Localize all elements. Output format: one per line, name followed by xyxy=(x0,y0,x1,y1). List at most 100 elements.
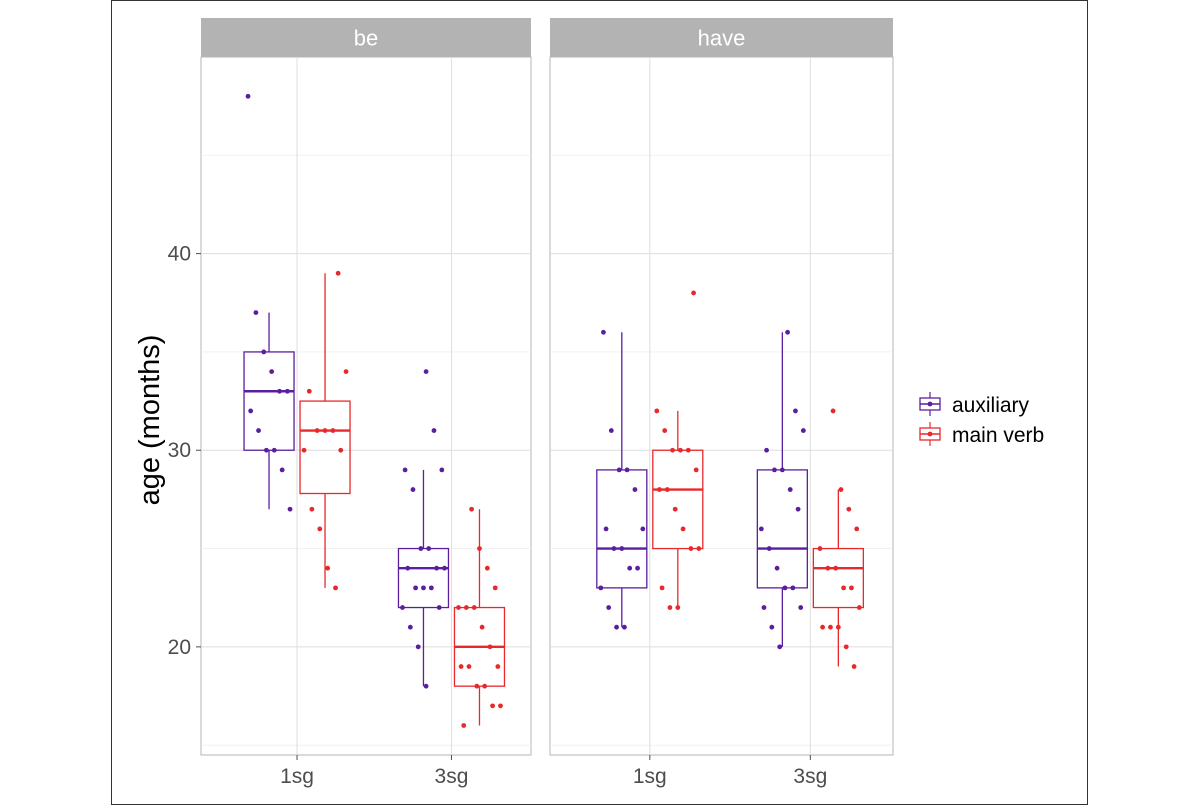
data-point xyxy=(306,388,312,394)
data-point xyxy=(779,467,785,473)
data-point xyxy=(828,624,833,630)
data-point xyxy=(825,565,831,571)
data-point xyxy=(601,329,606,335)
panel-have xyxy=(549,56,894,756)
legend-item-auxiliary: auxiliary xyxy=(919,392,1030,417)
x-tick-label: 3sg xyxy=(435,765,469,788)
facet-label-have: have xyxy=(698,26,746,51)
data-point xyxy=(774,565,780,571)
legend-label: auxiliary xyxy=(952,394,1030,417)
data-point xyxy=(640,526,646,532)
data-point xyxy=(769,624,775,630)
data-point xyxy=(624,467,630,473)
box-be-1sg-main-verb xyxy=(299,270,351,591)
data-point xyxy=(696,546,702,551)
data-point xyxy=(256,428,261,433)
data-point xyxy=(426,546,432,551)
data-point xyxy=(410,487,416,492)
data-point xyxy=(798,605,804,610)
data-point xyxy=(790,585,796,591)
y-tick-label: 40 xyxy=(168,243,191,266)
data-point xyxy=(498,703,503,709)
data-point xyxy=(820,624,825,630)
data-point xyxy=(301,447,307,453)
data-point xyxy=(482,683,488,689)
data-point xyxy=(279,467,285,473)
figure-frame: be 1sg 3sg have 1sg 3sg 20 30 40 age (months) auxi… xyxy=(111,0,1088,805)
data-point xyxy=(469,506,474,512)
data-point xyxy=(277,388,282,394)
data-point xyxy=(843,644,849,650)
data-point xyxy=(463,605,469,610)
facet-strip-have xyxy=(550,18,893,57)
legend-key-point xyxy=(927,401,933,407)
data-point xyxy=(667,605,673,610)
data-point xyxy=(285,388,290,394)
data-point xyxy=(785,329,790,335)
data-point xyxy=(269,369,275,374)
data-point xyxy=(338,447,344,453)
legend-key-point xyxy=(927,431,933,437)
data-point xyxy=(418,546,424,551)
data-point xyxy=(477,546,482,551)
data-point xyxy=(758,526,764,532)
data-point xyxy=(415,644,421,650)
data-point xyxy=(851,664,857,669)
data-point xyxy=(598,585,604,591)
data-point xyxy=(635,565,640,571)
data-point xyxy=(817,546,823,551)
data-point xyxy=(622,624,627,630)
data-point xyxy=(680,526,686,532)
data-point xyxy=(407,624,413,630)
data-point xyxy=(691,290,696,296)
box-body xyxy=(652,449,704,550)
box-body xyxy=(243,351,295,451)
data-point xyxy=(672,506,678,512)
data-point xyxy=(606,605,612,610)
data-point xyxy=(833,565,839,571)
data-point xyxy=(264,447,269,453)
data-point xyxy=(627,565,633,571)
data-point xyxy=(675,605,681,610)
box-be-3sg-auxiliary xyxy=(397,369,450,689)
data-point xyxy=(439,467,445,473)
data-point xyxy=(335,270,341,276)
data-point xyxy=(495,664,501,669)
data-point xyxy=(317,526,323,532)
data-point xyxy=(492,585,498,591)
data-point xyxy=(423,683,429,689)
box-body xyxy=(756,469,808,589)
box-be-3sg-main-verb xyxy=(453,506,506,728)
facet-strip-be xyxy=(201,18,531,57)
box-have-1sg-main-verb xyxy=(652,290,704,610)
data-point xyxy=(261,349,267,355)
data-point xyxy=(333,585,338,591)
data-point xyxy=(830,408,836,414)
data-point xyxy=(614,624,619,630)
box-have-3sg-auxiliary xyxy=(756,329,808,650)
y-tick-label: 30 xyxy=(168,439,191,462)
data-point xyxy=(611,546,617,551)
data-point xyxy=(484,565,490,571)
box-be-1sg-auxiliary xyxy=(243,93,295,512)
y-axis-title: age (months) xyxy=(134,335,166,506)
data-point xyxy=(856,605,862,610)
data-point xyxy=(309,506,315,512)
data-point xyxy=(795,506,801,512)
data-point xyxy=(616,467,622,473)
y-tick-label: 20 xyxy=(168,636,191,659)
data-point xyxy=(657,487,662,492)
box-have-1sg-auxiliary xyxy=(596,329,648,630)
data-point xyxy=(766,546,772,551)
data-point xyxy=(787,487,793,492)
data-point xyxy=(431,428,437,433)
data-point xyxy=(846,506,852,512)
data-point xyxy=(413,585,418,591)
data-point xyxy=(772,467,777,473)
data-point xyxy=(322,428,328,433)
box-have-3sg-main-verb xyxy=(812,408,864,669)
data-point xyxy=(764,447,769,453)
data-point xyxy=(777,644,783,650)
data-point xyxy=(434,565,439,571)
data-point xyxy=(314,428,320,433)
